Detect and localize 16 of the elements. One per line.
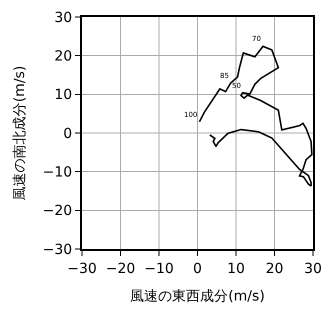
- x-tick-label: −20: [106, 260, 136, 277]
- x-tick-label: −30: [67, 260, 97, 277]
- x-tick-label: 20: [266, 260, 284, 277]
- y-tick-label: −10: [42, 164, 72, 181]
- y-tick-label: −20: [42, 203, 72, 220]
- y-tick-label: 20: [54, 48, 72, 65]
- x-tick-label: −10: [144, 260, 174, 277]
- y-tick-label: 30: [54, 10, 72, 26]
- x-tick-label: 30: [304, 260, 322, 277]
- x-tick-label: 0: [193, 260, 202, 277]
- x-tick-label: 10: [227, 260, 245, 277]
- y-tick-label: 0: [63, 126, 72, 142]
- x-axis-title: 風速の東西成分(m/s): [130, 288, 265, 305]
- y-axis-title: 風速の南北成分(m/s): [12, 66, 28, 200]
- y-tick-label: −30: [42, 242, 72, 258]
- y-tick-label: 10: [54, 87, 72, 104]
